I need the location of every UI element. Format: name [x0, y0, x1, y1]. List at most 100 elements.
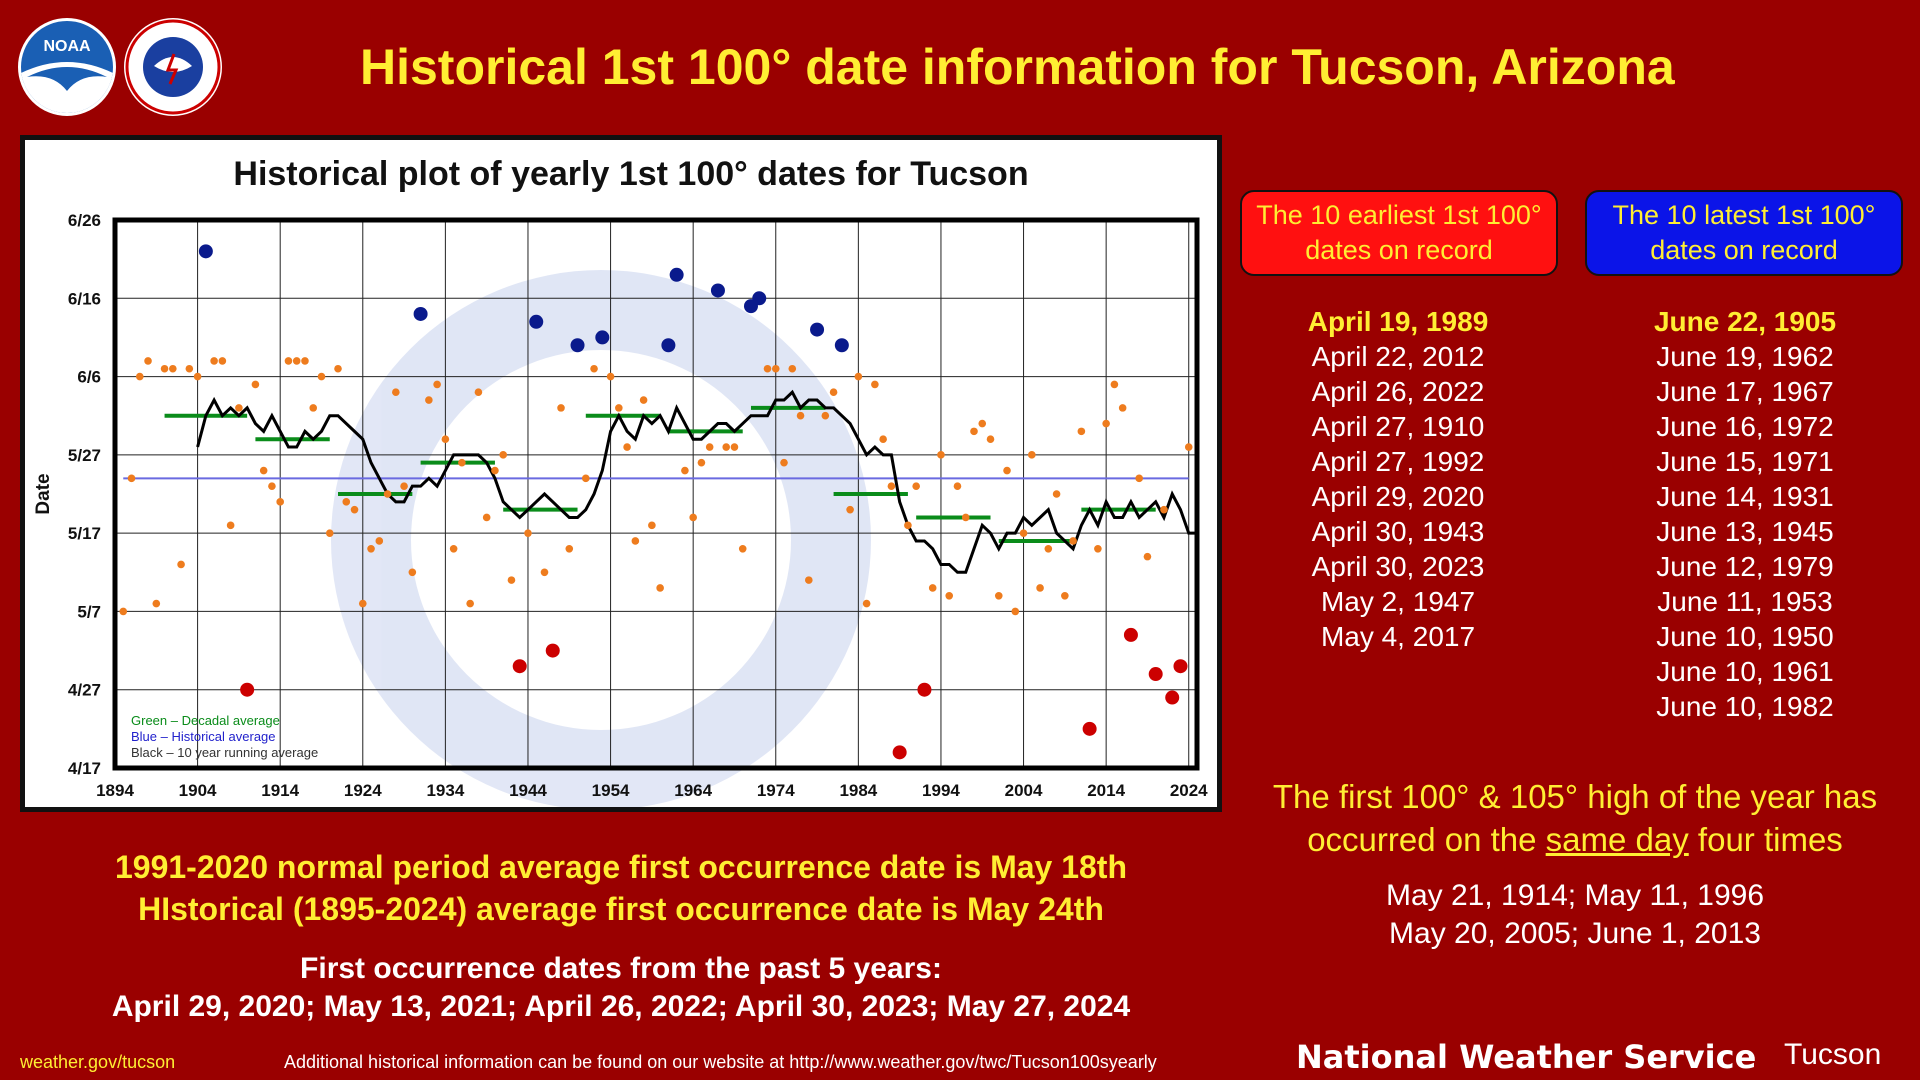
legend-entry: Black – 10 year running average	[131, 745, 318, 760]
latest-list-item: June 10, 1961	[1656, 656, 1834, 687]
latest-point	[810, 322, 825, 337]
y-tick-label: 5/7	[77, 602, 101, 621]
latest-list-item: June 12, 1979	[1656, 551, 1834, 582]
x-tick-label: 1924	[344, 781, 382, 800]
plot-border	[112, 217, 1200, 771]
data-point	[350, 505, 359, 514]
latest-list-item: June 14, 1931	[1656, 481, 1834, 512]
nws-emblem-icon	[125, 19, 221, 115]
footer-nws: National Weather Service	[1296, 1038, 1757, 1076]
chart-grid	[114, 219, 1197, 769]
data-point	[681, 466, 689, 475]
data-point	[169, 364, 177, 373]
earliest-list-item: April 26, 2022	[1311, 376, 1485, 407]
x-tick-label: 1964	[674, 781, 712, 800]
data-point	[474, 388, 483, 397]
data-point	[1077, 427, 1086, 436]
latest-list-item: June 13, 1945	[1656, 516, 1834, 547]
data-point	[342, 498, 351, 506]
data-point	[1003, 466, 1011, 475]
past-five-years: First occurrence dates from the past 5 y…	[20, 950, 1222, 1026]
decadal-averages	[164, 405, 1156, 543]
data-point	[449, 545, 458, 553]
data-point	[978, 419, 987, 428]
earliest-list-item: April 27, 1910	[1311, 411, 1485, 442]
earliest-list-item: April 27, 1992	[1311, 446, 1485, 477]
data-point	[631, 537, 640, 545]
data-point	[1028, 451, 1036, 459]
normals-line-1: 1991-2020 normal period average first oc…	[114, 849, 1127, 885]
y-tick-label: 5/27	[68, 446, 101, 465]
data-point	[846, 505, 854, 514]
earliest-point	[1173, 659, 1188, 674]
data-point	[928, 584, 937, 592]
data-point	[185, 364, 194, 373]
x-tick-label: 1994	[922, 781, 960, 800]
nws-logo	[124, 18, 222, 116]
earliest-list: April 19, 1989 April 22, 2012 April 26, 20…	[1233, 304, 1563, 654]
data-point	[937, 451, 945, 459]
data-point	[879, 435, 887, 444]
earliest-list-item: April 30, 1943	[1311, 516, 1485, 547]
data-point	[615, 404, 623, 412]
data-point	[292, 357, 301, 365]
earliest-list-item: May 2, 1947	[1320, 586, 1476, 617]
x-tick-label: 1904	[179, 781, 217, 800]
data-point	[961, 513, 970, 522]
data-point	[763, 364, 772, 373]
data-point	[557, 404, 565, 412]
data-point	[1094, 545, 1102, 553]
data-point	[1052, 490, 1061, 498]
earliest-list-item: April 19, 1989	[1307, 306, 1489, 337]
data-point	[1143, 552, 1152, 561]
x-tick-label: 1934	[426, 781, 464, 800]
data-point	[482, 513, 491, 522]
x-tick-label: 1894	[96, 781, 134, 800]
latest-point	[661, 338, 676, 353]
data-point	[152, 599, 161, 608]
data-point	[780, 458, 788, 467]
past5-heading: First occurrence dates from the past 5 y…	[300, 952, 942, 985]
data-point	[730, 443, 739, 451]
data-point	[912, 482, 920, 490]
y-tick-label: 6/6	[77, 368, 101, 387]
data-point	[821, 411, 830, 420]
page-title: Historical 1st 100° date information for…	[360, 39, 1675, 95]
past5-dates: April 29, 2020; May 13, 2021; April 26, …	[111, 990, 1131, 1023]
data-point	[970, 427, 978, 436]
earliest-list-item: April 29, 2020	[1311, 481, 1485, 512]
footer-website-link[interactable]: weather.gov/tucson	[20, 1052, 176, 1072]
noaa-bird-icon: NOAA	[21, 38, 113, 113]
x-tick-label: 2014	[1087, 781, 1125, 800]
data-point	[218, 357, 227, 365]
data-point	[193, 372, 202, 381]
data-point	[358, 599, 367, 608]
data-point	[904, 521, 912, 530]
legend-entry: Blue – Historical average	[131, 729, 276, 744]
data-point	[871, 380, 879, 389]
data-point	[433, 380, 441, 389]
earliest-point	[917, 682, 932, 697]
x-tick-label: 1974	[757, 781, 795, 800]
latest-list-item: June 22, 1905	[1653, 306, 1837, 337]
latest-header: The 10 latest 1st 100° dates on record	[1585, 190, 1903, 276]
data-point	[788, 364, 797, 373]
y-tick-label: 4/17	[68, 759, 101, 778]
data-point	[722, 443, 731, 451]
data-point	[540, 568, 549, 577]
same-day-title: The first 100° & 105° high of the year h…	[1240, 775, 1910, 861]
data-point	[259, 466, 268, 475]
x-tick-label: 1984	[839, 781, 877, 800]
x-tick-label: 1954	[592, 781, 630, 800]
data-point	[1069, 537, 1077, 545]
normals-text: 1991-2020 normal period average first oc…	[20, 846, 1222, 930]
data-point	[375, 537, 384, 545]
data-point	[317, 372, 326, 381]
chart-frame: Historical plot of yearly 1st 100° dates…	[20, 135, 1222, 812]
data-point	[565, 545, 574, 553]
x-tick-label: 2004	[1005, 781, 1043, 800]
data-point	[796, 411, 805, 420]
same-day-title-part1: The first 100° & 105° high of the year h…	[1272, 778, 1878, 858]
data-point	[697, 458, 706, 467]
